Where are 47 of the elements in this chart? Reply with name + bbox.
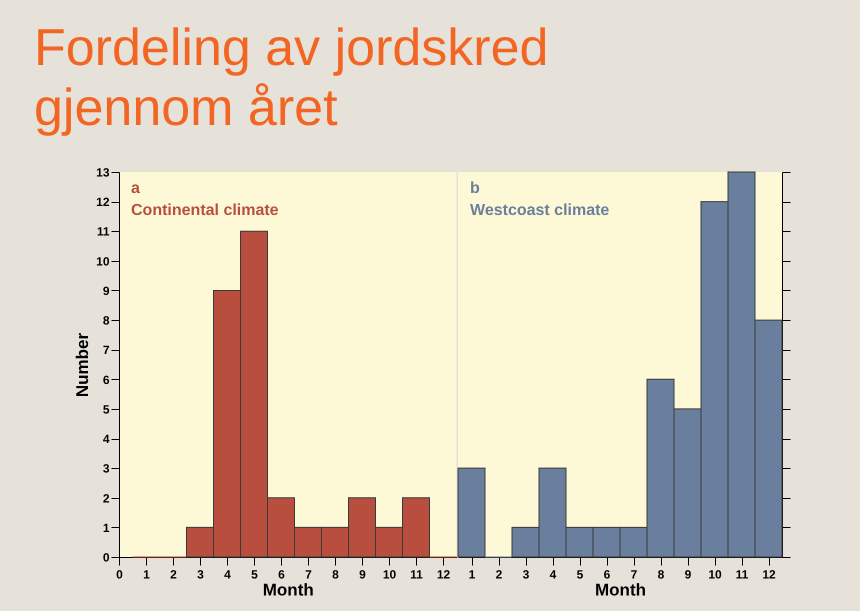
annotation: Westcoast climate bbox=[470, 202, 610, 219]
x-tick-label: 2 bbox=[170, 568, 178, 582]
annotation: b bbox=[470, 180, 480, 197]
x-axis-title: Month bbox=[262, 580, 314, 600]
x-tick-label: 1 bbox=[468, 568, 476, 582]
x-tick-label: 10 bbox=[382, 568, 396, 582]
x-tick-label: 3 bbox=[197, 568, 204, 582]
x-tick-label: 4 bbox=[550, 568, 557, 582]
x-tick-label: 12 bbox=[762, 568, 776, 582]
x-tick-label: 9 bbox=[359, 568, 366, 582]
x-tick-label: 7 bbox=[630, 568, 638, 582]
y-tick-label: 3 bbox=[102, 462, 110, 476]
y-tick-label: 1 bbox=[102, 520, 110, 535]
y-tick-label: 5 bbox=[102, 402, 110, 416]
x-tick-label: 0 bbox=[116, 568, 124, 582]
x-axis-title: Month bbox=[595, 580, 646, 600]
y-tick-label: 2 bbox=[102, 491, 110, 506]
y-axis-title: Number bbox=[73, 332, 92, 398]
y-tick-label: 4 bbox=[102, 432, 110, 446]
x-tick-label: 5 bbox=[251, 568, 258, 582]
x-tick-label: 9 bbox=[684, 568, 692, 582]
x-tick-label: 7 bbox=[305, 568, 312, 582]
chart-title: Fordeling av jordskred gjennom året bbox=[34, 18, 550, 138]
y-tick-label: 8 bbox=[102, 314, 110, 328]
y-tick-label: 11 bbox=[96, 224, 110, 239]
x-tick-label: 8 bbox=[658, 568, 665, 582]
annotation: Continental climate bbox=[131, 202, 279, 219]
x-tick-label: 11 bbox=[410, 568, 424, 582]
x-tick-label: 10 bbox=[708, 568, 722, 582]
y-tick-label: 6 bbox=[102, 372, 110, 387]
x-tick-label: 1 bbox=[143, 568, 150, 582]
x-tick-label: 11 bbox=[736, 568, 749, 582]
y-tick-label: 12 bbox=[96, 195, 110, 210]
y-tick-label: 9 bbox=[102, 284, 110, 298]
y-tick-label: 7 bbox=[102, 343, 110, 358]
x-tick-label: 12 bbox=[436, 568, 450, 582]
y-tick-label: 0 bbox=[102, 550, 110, 564]
x-tick-label: 3 bbox=[522, 568, 530, 582]
x-tick-label: 4 bbox=[224, 568, 232, 582]
y-tick-label: 10 bbox=[96, 254, 110, 268]
x-tick-label: 6 bbox=[604, 568, 611, 582]
y-tick-label: 13 bbox=[96, 166, 110, 180]
x-tick-label: 5 bbox=[576, 568, 584, 582]
x-tick-label: 2 bbox=[496, 568, 503, 582]
annotation: a bbox=[131, 180, 140, 197]
x-tick-label: 8 bbox=[332, 568, 340, 582]
x-tick-label: 6 bbox=[278, 568, 286, 582]
